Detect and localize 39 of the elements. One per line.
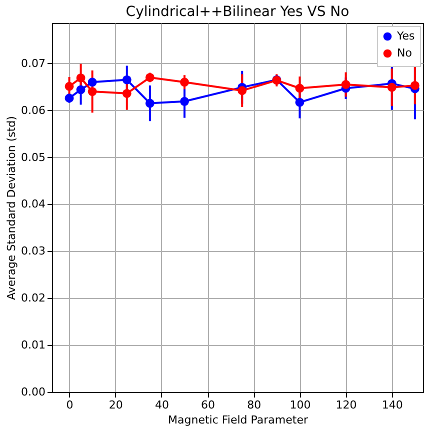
point bbox=[76, 73, 86, 82]
point bbox=[122, 88, 132, 98]
x-tick-label: 60 bbox=[201, 398, 216, 412]
point bbox=[180, 78, 189, 87]
x-tick-label: 40 bbox=[154, 398, 169, 412]
y-axis-title: Average Standard Deviation (std) bbox=[5, 116, 18, 300]
point bbox=[341, 80, 350, 89]
point bbox=[88, 87, 97, 96]
y-tick-label: 0.01 bbox=[21, 338, 46, 352]
point bbox=[295, 98, 304, 107]
legend-label: Yes bbox=[396, 30, 416, 42]
x-tick-label: 0 bbox=[66, 398, 74, 412]
x-tick-label: 100 bbox=[290, 398, 311, 412]
point bbox=[64, 94, 74, 103]
y-tick-label: 0.02 bbox=[21, 292, 46, 305]
point bbox=[295, 84, 304, 93]
x-axis-title: Magnetic Field Parameter bbox=[168, 414, 308, 426]
point bbox=[122, 75, 132, 84]
point bbox=[387, 82, 396, 92]
point bbox=[145, 98, 154, 108]
y-tick-label: 0.00 bbox=[21, 386, 46, 398]
y-tick-label: 0.06 bbox=[21, 104, 46, 117]
y-tick-label: 0.07 bbox=[21, 56, 46, 70]
point bbox=[76, 85, 86, 94]
point bbox=[145, 72, 154, 82]
x-tick-label: 80 bbox=[247, 398, 262, 412]
point bbox=[180, 96, 189, 106]
point bbox=[238, 86, 247, 96]
legend-label: No bbox=[397, 46, 412, 60]
point bbox=[88, 78, 97, 87]
point bbox=[64, 82, 74, 91]
y-tick-label: 0.04 bbox=[21, 198, 46, 211]
point bbox=[410, 80, 420, 90]
chart-title: Cylindrical++Bilinear Yes VS No bbox=[126, 4, 350, 20]
y-tick-label: 0.05 bbox=[21, 150, 46, 164]
y-tick-label: 0.03 bbox=[21, 244, 46, 258]
x-tick-label: 20 bbox=[108, 398, 123, 412]
x-tick-label: 120 bbox=[336, 398, 357, 412]
x-tick-label: 140 bbox=[382, 398, 403, 412]
